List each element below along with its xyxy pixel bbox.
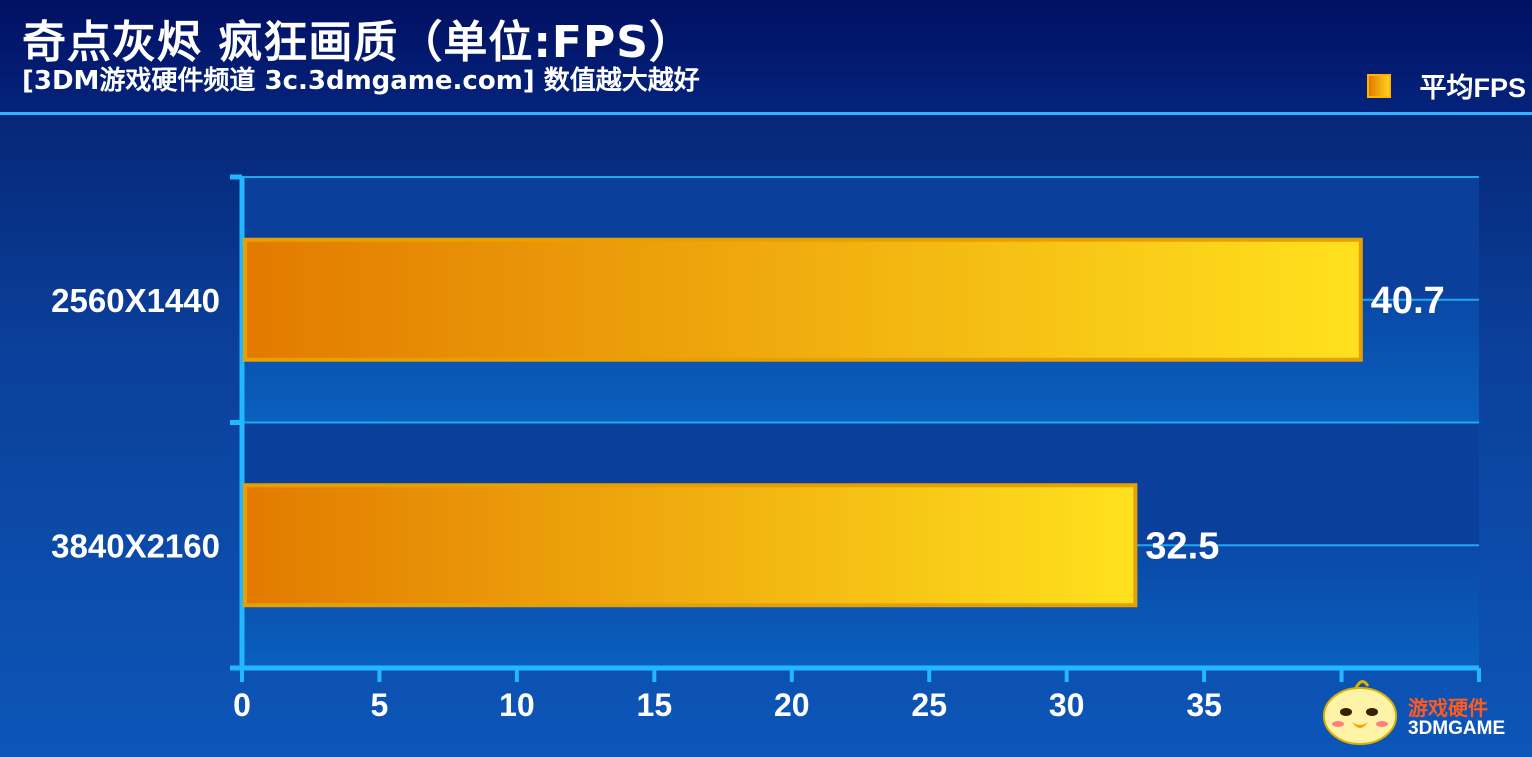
x-tick-label: 25	[911, 687, 947, 723]
watermark-text-en: 3DMGAME	[1408, 718, 1506, 739]
chart-title: 奇点灰烬 疯狂画质（单位:FPS）	[22, 17, 694, 68]
category-label: 3840X2160	[51, 527, 220, 564]
x-tick-label: 20	[774, 687, 810, 723]
x-tick-label: 0	[233, 687, 251, 723]
legend: 平均FPS	[1367, 66, 1526, 105]
x-tick-label: 35	[1186, 687, 1222, 723]
x-tick-label: 10	[499, 687, 535, 723]
category-label: 2560X1440	[51, 282, 220, 319]
watermark-text-cn: 游戏硬件	[1408, 696, 1488, 720]
data-label: 40.7	[1371, 280, 1445, 322]
x-tick-label: 5	[371, 687, 389, 723]
watermark: 游戏硬件 3DMGAME	[1310, 672, 1530, 752]
x-tick-label: 15	[637, 687, 673, 723]
chart-subtitle: [3DM游戏硬件频道 3c.3dmgame.com] 数值越大越好	[22, 66, 700, 96]
bar	[243, 237, 1363, 362]
data-label: 32.5	[1145, 525, 1219, 567]
chart-header: 奇点灰烬 疯狂画质（单位:FPS） [3DM游戏硬件频道 3c.3dmgame.…	[0, 0, 1532, 115]
chick-mascot-icon	[1323, 680, 1397, 745]
bar	[243, 483, 1138, 608]
x-tick-label: 30	[1049, 687, 1085, 723]
legend-label: 平均FPS	[1419, 73, 1526, 103]
legend-swatch	[1367, 73, 1392, 98]
